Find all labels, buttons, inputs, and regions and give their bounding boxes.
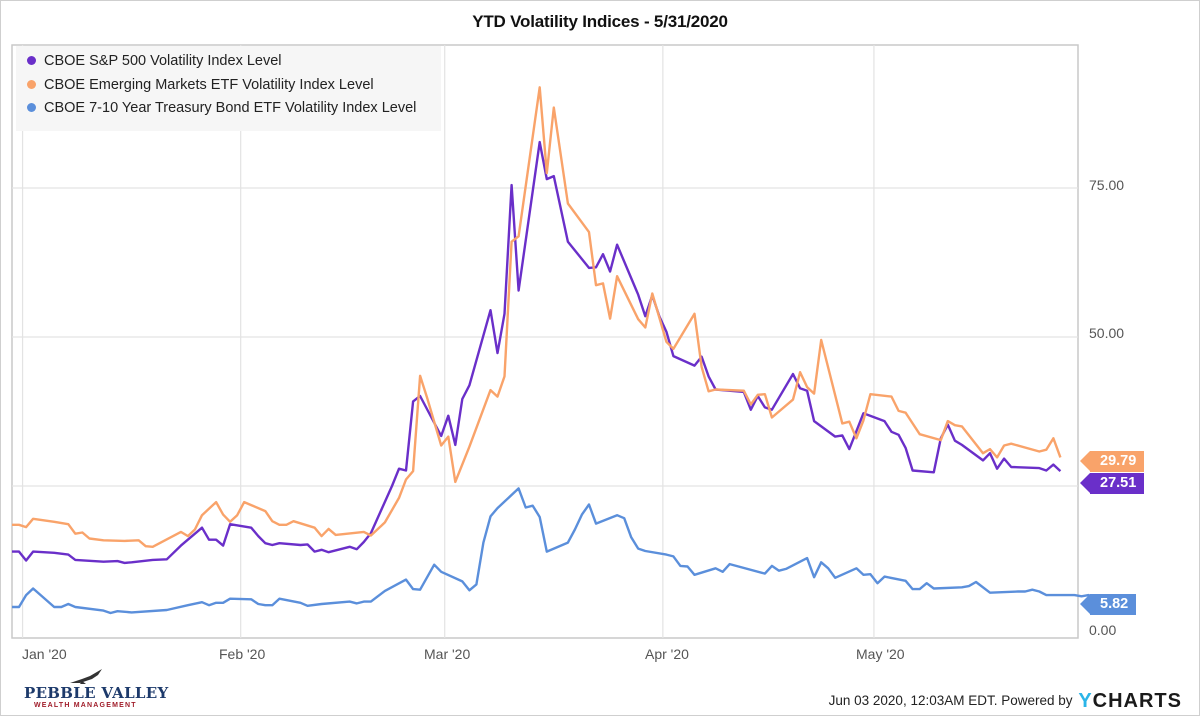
y-tick-label: 50.00	[1089, 325, 1125, 341]
y-tick-label: 0.00	[1089, 622, 1117, 638]
legend: CBOE S&P 500 Volatility Index Level CBOE…	[16, 46, 441, 131]
last-value-tag-treasury-etf: 5.82	[1079, 594, 1137, 615]
legend-dot-icon	[27, 55, 36, 65]
logo-name: PEBBLE VALLEY	[24, 684, 169, 702]
legend-label: CBOE Emerging Markets ETF Volatility Ind…	[44, 77, 374, 93]
series-line-1[interactable]	[12, 86, 1062, 548]
gridlines	[11, 44, 1079, 639]
chart-title: YTD Volatility Indices - 5/31/2020	[472, 12, 728, 31]
ycharts-text: CHARTS	[1092, 690, 1182, 712]
x-tick-label: Mar '20	[424, 646, 471, 662]
footer: Jun 03 2020, 12:03AM EDT. Powered by YCH…	[829, 690, 1182, 713]
series-line-2[interactable]	[12, 487, 1097, 615]
ycharts-y: Y	[1078, 690, 1093, 712]
eagle-icon	[70, 669, 102, 684]
plot-border	[11, 44, 1079, 639]
timestamp: Jun 03 2020, 12:03AM EDT.	[828, 693, 998, 708]
legend-dot-icon	[27, 79, 36, 89]
legend-label: CBOE S&P 500 Volatility Index Level	[44, 53, 282, 69]
last-value-tag-vix: 27.51	[1079, 473, 1145, 494]
logo-tagline: WEALTH MANAGEMENT	[34, 702, 137, 709]
powered-by: Powered by	[1001, 693, 1073, 708]
legend-dot-icon	[27, 102, 36, 112]
legend-item-vix[interactable]: CBOE S&P 500 Volatility Index Level	[27, 53, 282, 69]
y-tick-label: 75.00	[1089, 177, 1125, 193]
x-tick-label: Feb '20	[219, 646, 266, 662]
last-value-tag-em-etf: 29.79	[1079, 451, 1145, 472]
x-tick-label: Apr '20	[645, 646, 689, 662]
pebble-valley-logo: PEBBLE VALLEY WEALTH MANAGEMENT	[24, 668, 168, 712]
x-tick-label: May '20	[856, 646, 905, 662]
legend-item-treasury-etf[interactable]: CBOE 7-10 Year Treasury Bond ETF Volatil…	[27, 100, 416, 116]
x-tick-label: Jan '20	[22, 646, 67, 662]
series-lines	[12, 86, 1097, 615]
legend-label: CBOE 7-10 Year Treasury Bond ETF Volatil…	[44, 100, 417, 116]
series-line-0[interactable]	[12, 140, 1062, 565]
ycharts-logo[interactable]: YCHARTS	[1078, 690, 1182, 712]
legend-item-em-etf[interactable]: CBOE Emerging Markets ETF Volatility Ind…	[27, 77, 374, 93]
